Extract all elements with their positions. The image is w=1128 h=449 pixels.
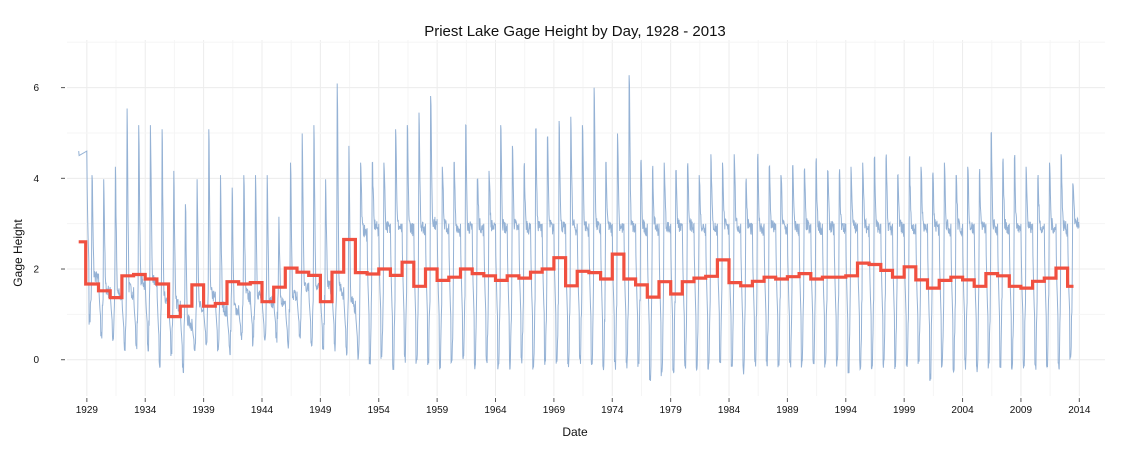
y-tick-label: 0 <box>33 355 39 366</box>
x-tick-label: 1954 <box>368 405 391 416</box>
y-axis-title: Gage Height <box>11 219 25 287</box>
annual-mean-series-layer <box>78 237 1074 319</box>
x-tick-label: 1994 <box>835 405 858 416</box>
y-tick-label: 2 <box>33 265 39 276</box>
x-tick-label: 1989 <box>776 405 799 416</box>
x-tick-label: 2009 <box>1010 405 1033 416</box>
x-tick-label: 1959 <box>426 405 449 416</box>
x-tick-label: 1949 <box>309 405 332 416</box>
x-tick-label: 2004 <box>951 405 974 416</box>
x-tick-label: 1934 <box>134 405 157 416</box>
x-tick-label: 1944 <box>251 405 274 416</box>
daily-series-layer <box>78 75 1080 381</box>
x-tick-label: 1984 <box>718 405 741 416</box>
x-tick-label: 1964 <box>484 405 507 416</box>
x-axis: 1929 1934 1939 1944 1949 1954 1959 1964 1969 1974… <box>76 398 1091 416</box>
x-tick-label: 1979 <box>660 405 683 416</box>
x-tick-label: 1969 <box>543 405 566 416</box>
grid-lines <box>67 40 1105 396</box>
x-tick-label: 1939 <box>192 405 215 416</box>
y-tick-label: 6 <box>33 83 39 94</box>
x-tick-label: 1929 <box>76 405 99 416</box>
x-tick-label: 1974 <box>601 405 624 416</box>
daily-gage-height-line <box>78 75 1080 381</box>
chart-title: Priest Lake Gage Height by Day, 1928 - 2… <box>424 23 726 40</box>
x-tick-label: 2014 <box>1068 405 1091 416</box>
x-axis-title: Date <box>562 425 588 439</box>
annual-mean-step-line <box>78 237 1074 319</box>
y-axis: 0 2 4 6 <box>33 83 65 366</box>
y-tick-label: 4 <box>33 174 39 185</box>
x-tick-label: 1999 <box>893 405 916 416</box>
